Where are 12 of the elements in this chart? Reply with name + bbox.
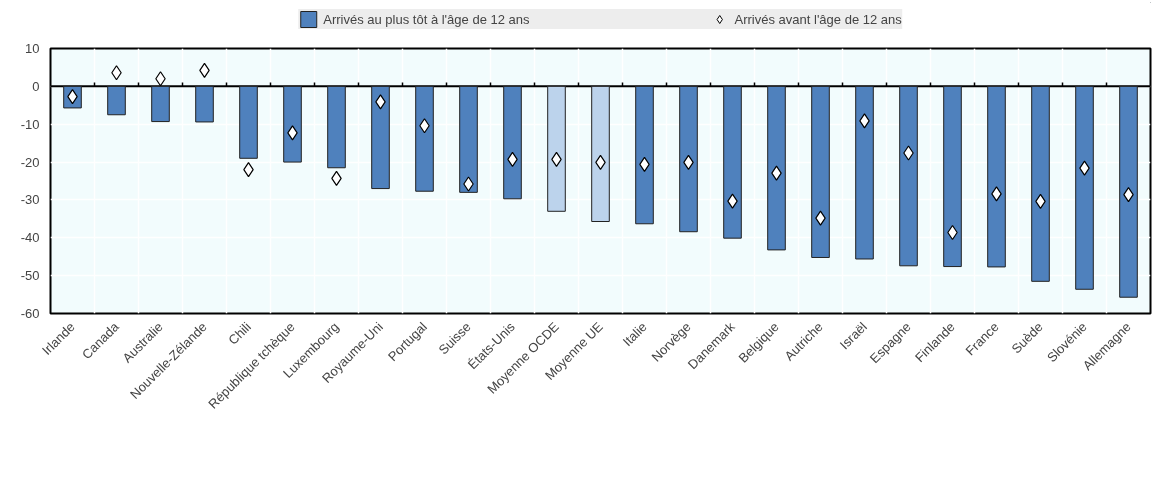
x-tick-label: Italie <box>619 319 650 350</box>
y-tick-label: -60 <box>20 306 40 321</box>
y-tick-label: 0 <box>32 78 40 94</box>
y-tick-label: -40 <box>20 230 40 246</box>
y-tick-label: -10 <box>20 116 40 132</box>
y-tick-label: -30 <box>20 192 40 208</box>
y-tick-label: 10 <box>25 41 40 56</box>
x-tick-label: Chili <box>225 319 254 348</box>
legend-label: Arrivés au plus tôt à l'âge de 12 ans <box>323 11 530 27</box>
y-tick-label: -20 <box>20 154 40 170</box>
legend-label: Arrivés avant l'âge de 12 ans <box>734 11 902 27</box>
y-tick-label: -50 <box>20 268 40 284</box>
